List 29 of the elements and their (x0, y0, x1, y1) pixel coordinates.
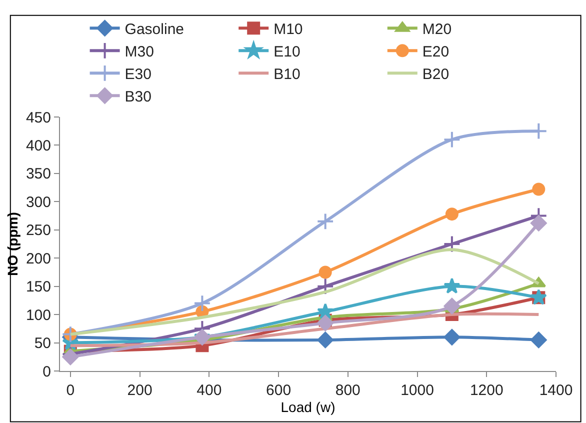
y-tick-label: 50 (34, 335, 51, 352)
x-tick-label: 1200 (470, 382, 504, 399)
y-tick-label: 300 (26, 194, 51, 211)
x-tick-label: 600 (266, 382, 292, 399)
x-tick-label: 1000 (400, 382, 434, 399)
y-tick-label: 200 (26, 250, 51, 268)
legend-label: E20 (422, 44, 450, 61)
x-tick-label: 1400 (539, 382, 573, 399)
y-tick-label: 0 (42, 363, 51, 380)
legend-label: E10 (274, 44, 300, 61)
legend-label: M20 (422, 21, 452, 38)
legend-label: Gasoline (124, 21, 184, 38)
legend-label: B10 (274, 66, 300, 84)
legend-label: B20 (422, 66, 450, 84)
legend-label: E30 (124, 66, 152, 84)
legend-label: M30 (124, 44, 154, 61)
legend-label: M10 (274, 21, 303, 38)
x-tick-label: 200 (127, 382, 152, 399)
y-tick-label: 450 (26, 109, 51, 126)
y-tick-label: 350 (26, 166, 51, 183)
y-tick-label: 400 (26, 137, 51, 154)
x-tick-label: 0 (66, 382, 75, 399)
x-tick-label: 800 (335, 382, 360, 399)
y-tick-label: 100 (26, 306, 51, 324)
x-axis-title: Load (w) (280, 399, 336, 415)
x-tick-label: 400 (196, 382, 222, 399)
y-tick-label: 150 (26, 278, 51, 296)
legend-label: B30 (124, 88, 152, 106)
y-tick-label: 250 (26, 222, 51, 240)
